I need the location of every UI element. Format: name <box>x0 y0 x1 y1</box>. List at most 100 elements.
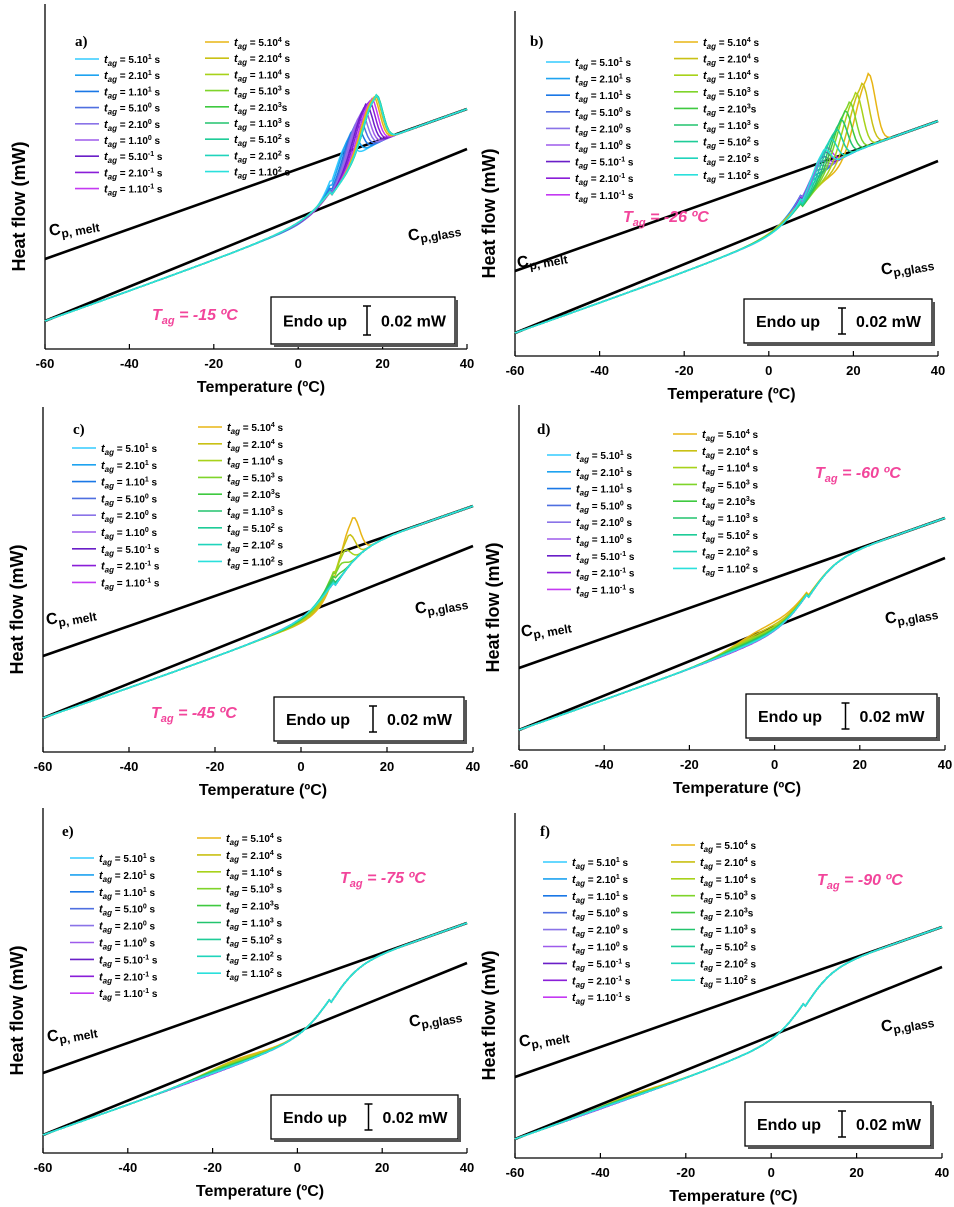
cp-glass-line <box>44 147 468 323</box>
cp-glass-label: Cp,glass <box>880 1010 936 1039</box>
legend-label: tag = 2.100 s <box>104 119 161 133</box>
legend-label: tag = 2.101 s <box>576 467 633 481</box>
cp-glass-label: Cp,glass <box>884 602 940 631</box>
legend-label: tag = 1.103 s <box>226 918 283 932</box>
legend-label: tag = 2.103s <box>234 102 288 116</box>
legend-label: tag = 5.103 s <box>702 479 759 493</box>
legend-label: tag = 5.10-1 s <box>104 151 163 165</box>
x-tick-label: -40 <box>120 759 139 774</box>
legend-label: tag = 5.104 s <box>702 429 759 443</box>
cp-glass-line <box>42 961 468 1137</box>
legend-label: tag = 5.10-1 s <box>572 958 631 972</box>
panel-f: -60 -40 -20 0 20 40 Temperature (ºC) Heat flow … <box>479 813 949 1205</box>
legend-label: tag = 1.101 s <box>104 86 161 100</box>
legend-label: tag = 2.100 s <box>99 921 156 935</box>
x-tick-label: -20 <box>203 1160 222 1175</box>
y-axis-label: Heat flow (mW) <box>9 142 29 272</box>
panel-label: a) <box>75 34 88 50</box>
x-axis-label: Temperature (ºC) <box>199 782 327 799</box>
legend-label: tag = 2.103s <box>227 489 281 503</box>
legend-label: tag = 2.101 s <box>101 460 158 474</box>
legend-label: tag = 2.102 s <box>226 951 283 965</box>
legend-label: tag = 1.101 s <box>572 891 629 905</box>
legend-label: tag = 1.102 s <box>234 167 291 181</box>
legend-label: tag = 5.101 s <box>575 57 632 71</box>
scale-box-shadow <box>932 302 935 346</box>
legend-label: tag = 2.103s <box>700 908 754 922</box>
y-axis-label: Heat flow (mW) <box>479 149 499 279</box>
aging-temperature-label: Tag = -26 ºC <box>623 209 709 229</box>
endo-up-label: Endo up <box>756 314 820 331</box>
x-axis-label: Temperature (ºC) <box>197 379 325 396</box>
scale-bar-box <box>743 298 933 344</box>
series-line <box>44 99 468 322</box>
scale-bar-label: 0.02 mW <box>856 1117 922 1134</box>
legend-label: tag = 2.100 s <box>101 510 158 524</box>
legend-label: tag = 5.100 s <box>101 493 158 507</box>
legend-label: tag = 1.104 s <box>700 874 757 888</box>
panel-label: d) <box>537 422 550 438</box>
endo-up-label: Endo up <box>283 1110 347 1127</box>
scale-bar-label: 0.02 mW <box>383 1110 449 1127</box>
scale-box-shadow <box>937 697 940 741</box>
legend-label: tag = 5.102 s <box>703 137 760 151</box>
scale-bar-label: 0.02 mW <box>856 314 922 331</box>
legend-label: tag = 1.10-1 s <box>572 992 631 1006</box>
cp-melt-label: Cp, melt <box>518 1025 571 1053</box>
legend-label: tag = 1.103 s <box>702 513 759 527</box>
x-axis-label: Temperature (ºC) <box>669 1188 797 1205</box>
legend-label: tag = 5.100 s <box>99 904 156 918</box>
cp-melt-label: Cp, melt <box>45 603 98 631</box>
legend-label: tag = 1.100 s <box>575 140 632 154</box>
legend-label: tag = 2.104 s <box>226 850 283 864</box>
panel-b: -60 -40 -20 0 20 40 Temperature (ºC) Heat flow … <box>479 11 945 403</box>
scale-box-shadow <box>747 343 935 346</box>
legend-label: tag = 1.10-1 s <box>101 577 160 591</box>
scale-box-shadow <box>274 1139 461 1142</box>
aging-temperature-label: Tag = -60 ºC <box>815 465 901 485</box>
legend-label: tag = 5.10-1 s <box>99 954 158 968</box>
x-tick-label: 40 <box>466 759 480 774</box>
aging-temperature-label: Tag = -45 ºC <box>151 705 237 725</box>
x-tick-label: 40 <box>931 363 945 378</box>
legend-label: tag = 1.100 s <box>99 938 156 952</box>
legend-label: tag = 1.102 s <box>227 556 284 570</box>
legend-label: tag = 1.101 s <box>576 484 633 498</box>
cp-glass-label: Cp,glass <box>414 592 470 621</box>
scale-box-shadow <box>748 1146 934 1149</box>
x-tick-label: -40 <box>590 363 609 378</box>
legend-label: tag = 2.10-1 s <box>99 971 158 985</box>
series-line <box>44 93 468 322</box>
panel-c: -60 -40 -20 0 20 40 Temperature (ºC) Heat flow … <box>7 407 480 799</box>
panel-label: b) <box>530 34 543 50</box>
x-tick-label: 0 <box>768 1165 775 1180</box>
legend-label: tag = 1.100 s <box>572 942 629 956</box>
x-tick-label: 20 <box>846 363 860 378</box>
scale-box-shadow <box>277 741 467 744</box>
cp-melt-label: Cp, melt <box>520 615 573 643</box>
legend-label: tag = 1.102 s <box>703 170 760 184</box>
legend-label: tag = 2.10-1 s <box>572 975 631 989</box>
panel-a: -60 -40 -20 0 20 40 Temperature (ºC) Heat flow … <box>9 4 474 396</box>
legend-label: tag = 2.103s <box>703 103 757 117</box>
legend-label: tag = 1.104 s <box>226 867 283 881</box>
x-tick-label: -20 <box>680 757 699 772</box>
x-tick-label: -60 <box>510 757 529 772</box>
legend-label: tag = 5.103 s <box>234 86 291 100</box>
legend-label: tag = 5.103 s <box>226 884 283 898</box>
x-tick-label: -20 <box>204 356 223 371</box>
legend-label: tag = 1.101 s <box>101 477 158 491</box>
panel-d: -60 -40 -20 0 20 40 Temperature (ºC) Heat flow … <box>483 405 952 797</box>
legend-label: tag = 1.100 s <box>576 534 633 548</box>
panel-label: f) <box>540 824 550 840</box>
y-axis-label: Heat flow (mW) <box>479 951 499 1081</box>
legend-label: tag = 1.100 s <box>101 527 158 541</box>
legend-label: tag = 2.104 s <box>703 54 760 68</box>
legend-label: tag = 5.10-1 s <box>575 157 634 171</box>
legend-label: tag = 1.104 s <box>227 456 284 470</box>
legend-label: tag = 5.101 s <box>101 443 158 457</box>
legend-label: tag = 5.104 s <box>234 37 291 51</box>
legend-label: tag = 2.10-1 s <box>576 568 635 582</box>
scale-box-shadow <box>464 700 467 744</box>
aging-temperature-label: Tag = -75 ºC <box>340 870 426 890</box>
